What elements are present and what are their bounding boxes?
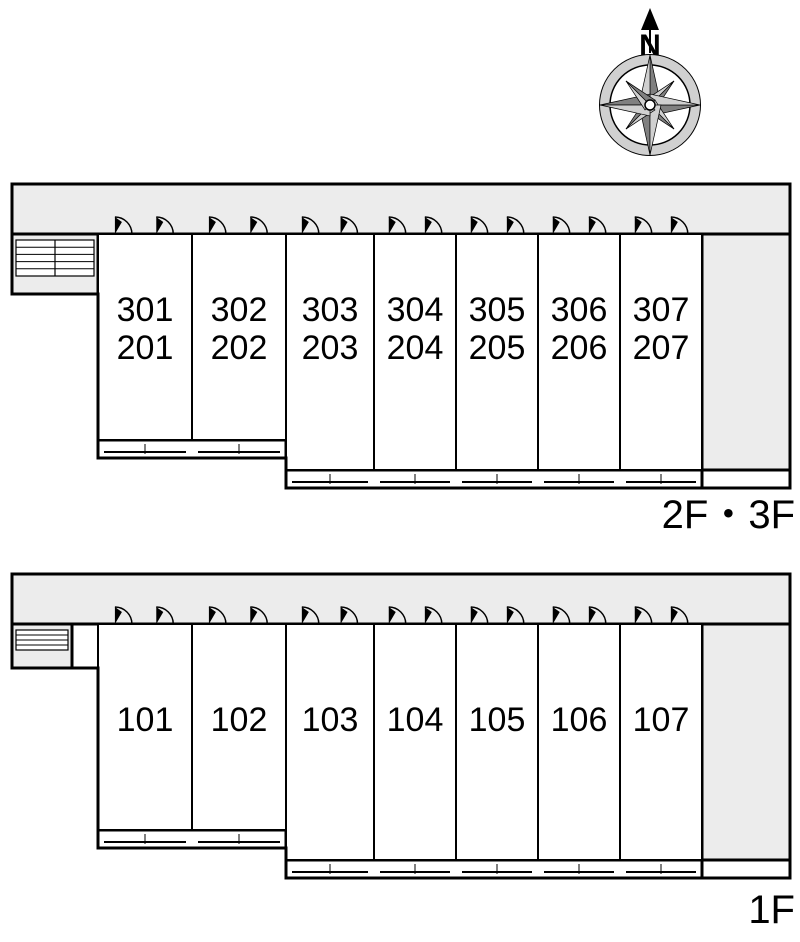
floor-plan-upper: 3012013022023032033042043052053062063072…	[12, 184, 795, 537]
room-105: 105	[456, 607, 538, 874]
room-number: 107	[633, 701, 690, 739]
room-number: 103	[302, 701, 359, 739]
room-number: 101	[117, 701, 174, 739]
room-number: 104	[387, 701, 444, 739]
staircase	[16, 630, 68, 650]
room-number: 305	[469, 291, 526, 329]
room-number: 306	[551, 291, 608, 329]
compass: N	[600, 8, 700, 155]
balcony-long	[286, 860, 702, 878]
balcony-short	[98, 830, 286, 848]
room-number: 304	[387, 291, 444, 329]
room-number: 205	[469, 329, 526, 367]
room-101: 101	[98, 607, 192, 844]
staircase	[16, 240, 94, 276]
balcony-long	[286, 470, 702, 488]
room-107: 107	[620, 607, 702, 874]
room-number: 106	[551, 701, 608, 739]
room-number: 203	[302, 329, 359, 367]
room-number: 102	[211, 701, 268, 739]
balcony-short	[98, 440, 286, 458]
room-307: 307207	[620, 217, 702, 484]
floor-label: 2F・3F	[662, 493, 795, 537]
room-number: 202	[211, 329, 268, 367]
floor-plan-lower: 101 102 103 104 105 106 107 1F	[12, 574, 795, 932]
floor-plan-diagram: N301201302202303203304204305205306206307…	[0, 0, 800, 942]
room-302: 302202	[192, 217, 286, 454]
room-number: 303	[302, 291, 359, 329]
room-303: 303203	[286, 217, 374, 484]
room-number: 302	[211, 291, 268, 329]
room-number: 307	[633, 291, 690, 329]
room-number: 204	[387, 329, 444, 367]
room-number: 206	[551, 329, 608, 367]
room-number: 105	[469, 701, 526, 739]
room-102: 102	[192, 607, 286, 844]
room-306: 306206	[538, 217, 620, 484]
room-number: 207	[633, 329, 690, 367]
room-106: 106	[538, 607, 620, 874]
room-104: 104	[374, 607, 456, 874]
room-304: 304204	[374, 217, 456, 484]
corridor-side	[702, 624, 790, 860]
room-number: 201	[117, 329, 174, 367]
room-103: 103	[286, 607, 374, 874]
room-number: 301	[117, 291, 174, 329]
floor-label: 1F	[748, 888, 795, 932]
room-305: 305205	[456, 217, 538, 484]
room-301: 301201	[98, 217, 192, 454]
corridor-side	[702, 234, 790, 470]
